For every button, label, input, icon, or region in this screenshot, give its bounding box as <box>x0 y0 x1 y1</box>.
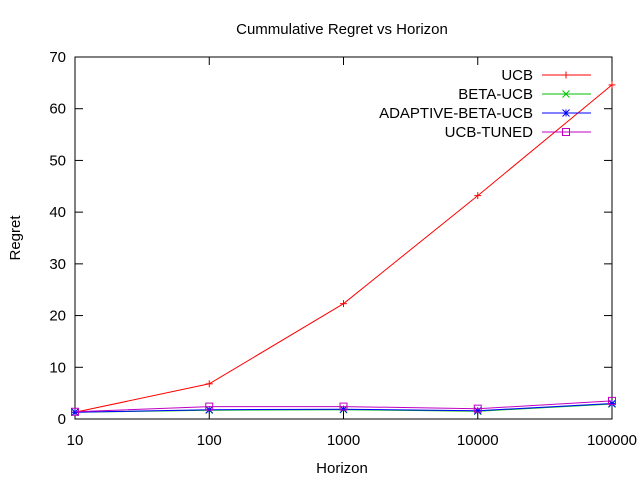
x-tick-label: 100 <box>197 432 222 449</box>
legend-label: UCB <box>501 67 533 84</box>
legend-entry-adaptive-beta-ucb: ADAPTIVE-BETA-UCB <box>379 105 591 122</box>
data-point-ucb-tuned <box>205 402 214 411</box>
y-tick-label: 50 <box>49 152 66 169</box>
legend-marker-adaptive-beta-ucb <box>562 109 570 117</box>
legend-marker-ucb-tuned <box>562 128 570 136</box>
y-tick-label: 20 <box>49 308 66 325</box>
legend-marker-beta-ucb <box>562 90 570 98</box>
data-point-ucb <box>205 380 213 388</box>
series-line-ucb-tuned <box>74 400 613 413</box>
data-point-ucb-tuned <box>339 402 348 411</box>
y-tick-label: 70 <box>49 49 66 66</box>
x-tick-label: 10 <box>67 432 84 449</box>
x-axis-label: Horizon <box>316 460 368 477</box>
data-point-ucb-tuned <box>71 407 79 416</box>
y-tick-label: 60 <box>49 101 66 118</box>
series-ucb-tuned <box>71 396 616 416</box>
data-point-ucb <box>340 300 347 308</box>
legend-entry-beta-ucb: BETA-UCB <box>458 86 591 103</box>
x-tick-label: 100000 <box>587 432 637 449</box>
y-tick-label: 40 <box>49 204 66 221</box>
y-tick-label: 30 <box>49 256 66 273</box>
data-point-ucb-tuned <box>608 396 616 405</box>
data-point-ucb-tuned <box>473 404 482 413</box>
data-point-ucb <box>474 192 482 200</box>
series-ucb <box>71 81 616 416</box>
chart-title: Cummulative Regret vs Horizon <box>236 21 448 38</box>
data-point-adaptive-beta-ucb <box>71 408 79 417</box>
data-point-ucb <box>608 81 616 89</box>
legend: UCB BETA-UCB ADAPTIVE-BETA-UCB UCB-TUNED <box>379 67 591 141</box>
y-axis-label: Regret <box>7 215 24 261</box>
x-tick-label: 10000 <box>457 432 499 449</box>
y-tick-label: 0 <box>58 411 66 428</box>
x-tick-label: 1000 <box>327 432 360 449</box>
data-series <box>71 81 616 417</box>
legend-entry-ucb: UCB <box>501 67 591 84</box>
legend-label: BETA-UCB <box>458 86 533 103</box>
legend-entry-ucb-tuned: UCB-TUNED <box>445 124 591 141</box>
y-tick-label: 10 <box>49 359 66 376</box>
legend-marker-ucb <box>562 71 570 79</box>
series-adaptive-beta-ucb <box>71 399 616 417</box>
legend-label: ADAPTIVE-BETA-UCB <box>379 105 533 122</box>
legend-label: UCB-TUNED <box>445 124 533 141</box>
